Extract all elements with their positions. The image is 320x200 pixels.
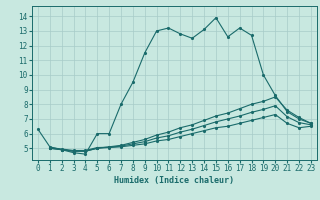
X-axis label: Humidex (Indice chaleur): Humidex (Indice chaleur) xyxy=(115,176,234,185)
